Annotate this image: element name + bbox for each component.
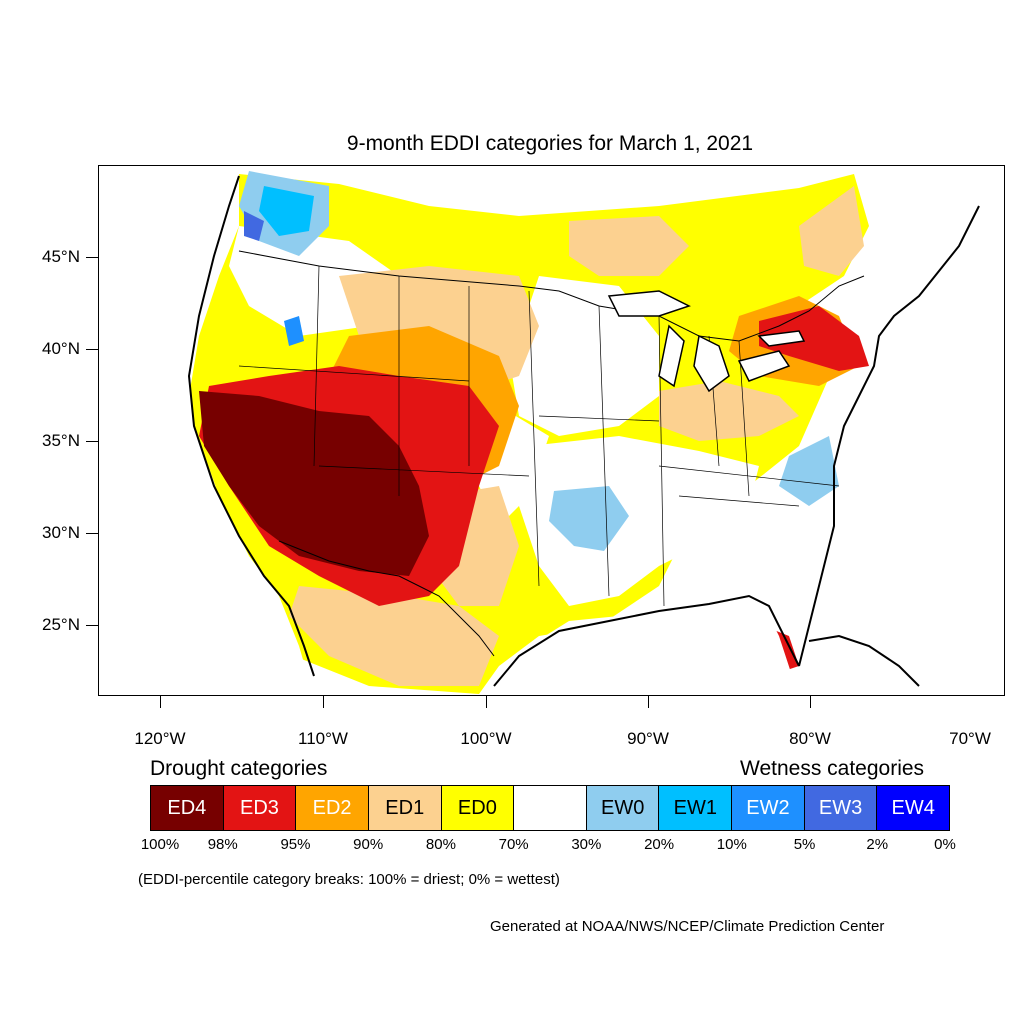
legend-note: (EDDI-percentile category breaks: 100% =…: [138, 871, 560, 888]
ocean-east: [799, 166, 1004, 695]
xtick-label: 110°W: [298, 729, 348, 748]
region-ed4-southwest: [199, 391, 429, 576]
legend-break-label: 98%: [207, 836, 238, 853]
region-ew1-northwest: [259, 186, 314, 236]
region-ed1-mexico: [289, 586, 499, 686]
xtick-label: 70°W: [949, 729, 991, 748]
region-normal-south: [519, 436, 759, 606]
ytick-label: 30°N: [42, 523, 80, 542]
legend-break-label: 100%: [140, 836, 180, 853]
legend-break-label: 95%: [280, 836, 311, 853]
legend-break-label: 2%: [866, 836, 889, 853]
region-ed1-east: [659, 381, 799, 441]
coastline: [187, 175, 980, 687]
legend-swatch-ew0: EW0: [586, 786, 660, 830]
xtick-label: 80°W: [789, 729, 831, 748]
wetness-categories-label: Wetness categories: [740, 757, 925, 780]
cuba-coast: [808, 634, 920, 687]
ytick-label: 40°N: [42, 339, 80, 358]
ytick-label: 35°N: [42, 431, 80, 450]
ytick-mark: [86, 257, 98, 258]
region-ew-carolina: [779, 436, 839, 506]
legend-swatch-ew2: EW2: [732, 786, 805, 830]
xtick-label: 100°W: [460, 729, 512, 748]
region-ew-idaho: [284, 316, 304, 346]
legend-break-label: 20%: [644, 836, 675, 853]
map-canvas: [99, 166, 1004, 695]
legend-swatch-ew4: EW4: [877, 786, 950, 830]
ytick-mark: [86, 533, 98, 534]
xtick-mark: [323, 696, 324, 708]
ytick-mark: [86, 349, 98, 350]
ocean-gulf: [481, 591, 799, 695]
map-title: 9-month EDDI categories for March 1, 202…: [346, 132, 754, 155]
us-mexico-border: [278, 540, 495, 657]
legend-swatch-ew3: EW3: [804, 786, 878, 830]
region-ed1-northeast: [799, 186, 864, 276]
xtick-mark: [160, 696, 161, 708]
legend-break-label: 90%: [353, 836, 384, 853]
region-ed1-canada: [569, 216, 689, 276]
legend-swatch-ed2: ED2: [296, 786, 369, 830]
legend-break-label: 30%: [571, 836, 602, 853]
legend-swatch-ed3: ED3: [223, 786, 297, 830]
category-legend: ED4 ED3 ED2 ED1 ED0 EW0 EW1 EW2 EW3 EW4: [150, 785, 950, 831]
legend-break-label: 10%: [716, 836, 747, 853]
credit-text: Generated at NOAA/NWS/NCEP/Climate Predi…: [490, 918, 885, 935]
xtick-label: 90°W: [627, 729, 669, 748]
legend-swatch-ed4: ED4: [151, 786, 224, 830]
xtick-label: 120°W: [134, 729, 186, 748]
region-ew3-northwest: [244, 211, 264, 241]
legend-break-label: 70%: [498, 836, 529, 853]
legend-swatch-ed0: ED0: [441, 786, 515, 830]
legend-break-label: 80%: [425, 836, 456, 853]
legend-swatch-ew1: EW1: [659, 786, 733, 830]
legend-break-label: 5%: [793, 836, 816, 853]
region-ew-arkansas: [549, 486, 629, 551]
xtick-mark: [810, 696, 811, 708]
legend-break-label: 0%: [934, 836, 956, 853]
ytick-mark: [86, 441, 98, 442]
legend-swatch-normal: [514, 786, 587, 830]
state-lines: [238, 265, 840, 607]
great-lakes: [607, 290, 806, 393]
eddi-map: [98, 165, 1005, 696]
xtick-mark: [648, 696, 649, 708]
ytick-mark: [86, 625, 98, 626]
ytick-label: 25°N: [42, 615, 80, 634]
drought-categories-label: Drought categories: [150, 757, 328, 780]
legend-swatch-ed1: ED1: [368, 786, 442, 830]
xtick-mark: [486, 696, 487, 708]
ocean-west: [99, 166, 314, 695]
ytick-label: 45°N: [42, 247, 80, 266]
